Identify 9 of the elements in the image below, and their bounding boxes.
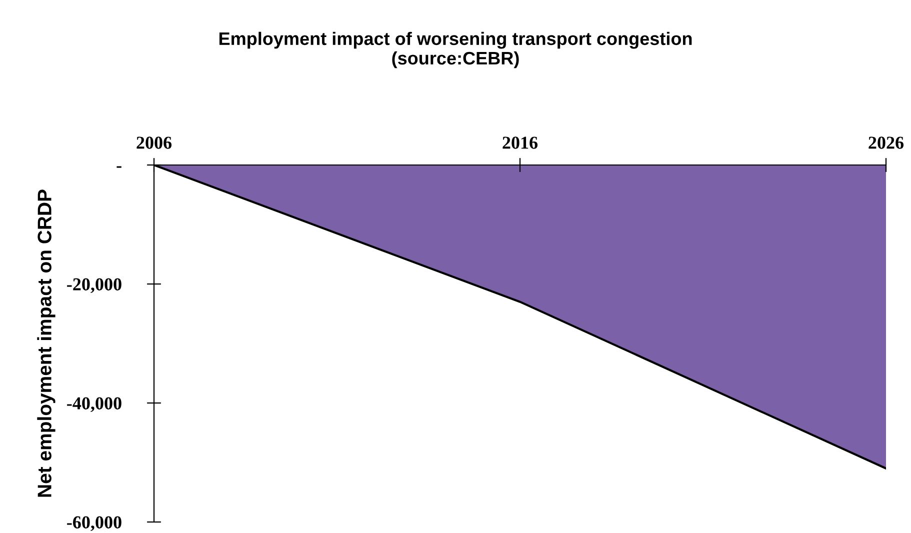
y-axis-title: Net employment impact on CRDP [37, 190, 56, 497]
y-tick-label: -60,000 [67, 516, 122, 532]
y-tick-label: - [116, 166, 122, 168]
x-tick-label: 2016 [502, 136, 538, 149]
y-tick-label: -40,000 [67, 397, 122, 412]
x-tick-label: 2026 [868, 136, 904, 149]
x-tick-label: 2006 [136, 136, 172, 149]
y-tick-label: -20,000 [67, 278, 122, 294]
chart-title: Employment impact of worsening transport congestion (source:CEBR) [219, 32, 692, 68]
